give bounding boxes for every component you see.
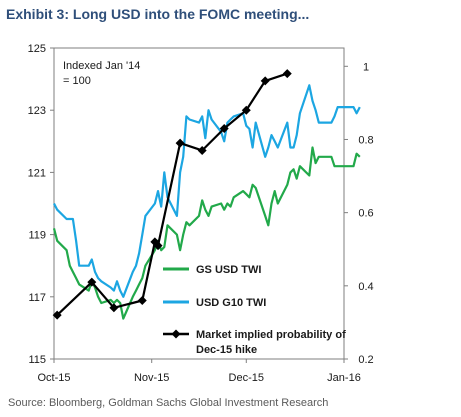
probability-point-marker [109, 303, 119, 313]
gs-usd-twi-line [52, 146, 361, 320]
probability-point-marker [153, 241, 163, 251]
probability-point-marker [260, 76, 270, 86]
probability-point-marker [241, 105, 251, 115]
legend-label-usd-g10-twi: USD G10 TWI [196, 297, 266, 309]
legend-label-probability: Market implied probability of [196, 329, 346, 341]
annotation: Indexed Jan '14 = 100 [63, 60, 140, 87]
market-implied-probability-of-dec-15-hike-line [56, 72, 288, 316]
probability-point-marker [137, 295, 147, 305]
index-note-line: Indexed Jan '14 [63, 60, 140, 72]
left-axis-tick-label: 123 [28, 105, 46, 117]
x-axis-tick-label: Oct-15 [37, 372, 70, 384]
right-axis-tick-label: 0.6 [358, 208, 373, 220]
source-note: Source: Bloomberg, Goldman Sachs Global … [8, 397, 329, 409]
probability-point-marker [87, 277, 97, 287]
probability-point-marker [197, 145, 207, 155]
plot-frame [53, 47, 345, 360]
legend-label-gs-usd-twi: GS USD TWI [196, 264, 261, 276]
right-axis-tick-label: 0.2 [358, 354, 373, 366]
series-layer [52, 69, 361, 320]
chart-title: Exhibit 3: Long USD into the FOMC meetin… [6, 6, 310, 22]
left-axis-tick-label: 125 [28, 43, 46, 55]
probability-point-marker [52, 310, 62, 320]
left-axis-tick-label: 121 [28, 167, 46, 179]
left-axis: 115 117 119 121 123 125 [28, 43, 54, 366]
usd-g10-twi-line [53, 84, 361, 298]
right-axis-tick-label: 1 [363, 61, 369, 73]
x-axis: Oct-15 Nov-15 Dec-15 Jan-16 [37, 359, 361, 384]
legend-label-probability: Dec-15 hike [196, 344, 257, 356]
left-axis-tick-label: 117 [28, 292, 46, 304]
x-axis-tick-label: Nov-15 [134, 372, 169, 384]
legend: GS USD TWI USD G10 TWI Market implied prob… [163, 264, 346, 356]
index-note-line: = 100 [63, 75, 91, 87]
legend-diamond-marker [171, 329, 181, 339]
left-axis-tick-label: 115 [28, 354, 46, 366]
right-axis-tick-label: 0.4 [358, 281, 373, 293]
probability-point-marker [175, 138, 185, 148]
x-axis-tick-label: Dec-15 [229, 372, 264, 384]
probability-point-marker [282, 69, 292, 79]
left-axis-tick-label: 119 [28, 230, 46, 242]
probability-point-marker [219, 123, 229, 133]
right-axis-tick-label: 0.8 [358, 134, 373, 146]
x-axis-tick-label: Jan-16 [327, 372, 361, 384]
right-axis: 0.2 0.4 0.6 0.8 1 [344, 61, 374, 366]
